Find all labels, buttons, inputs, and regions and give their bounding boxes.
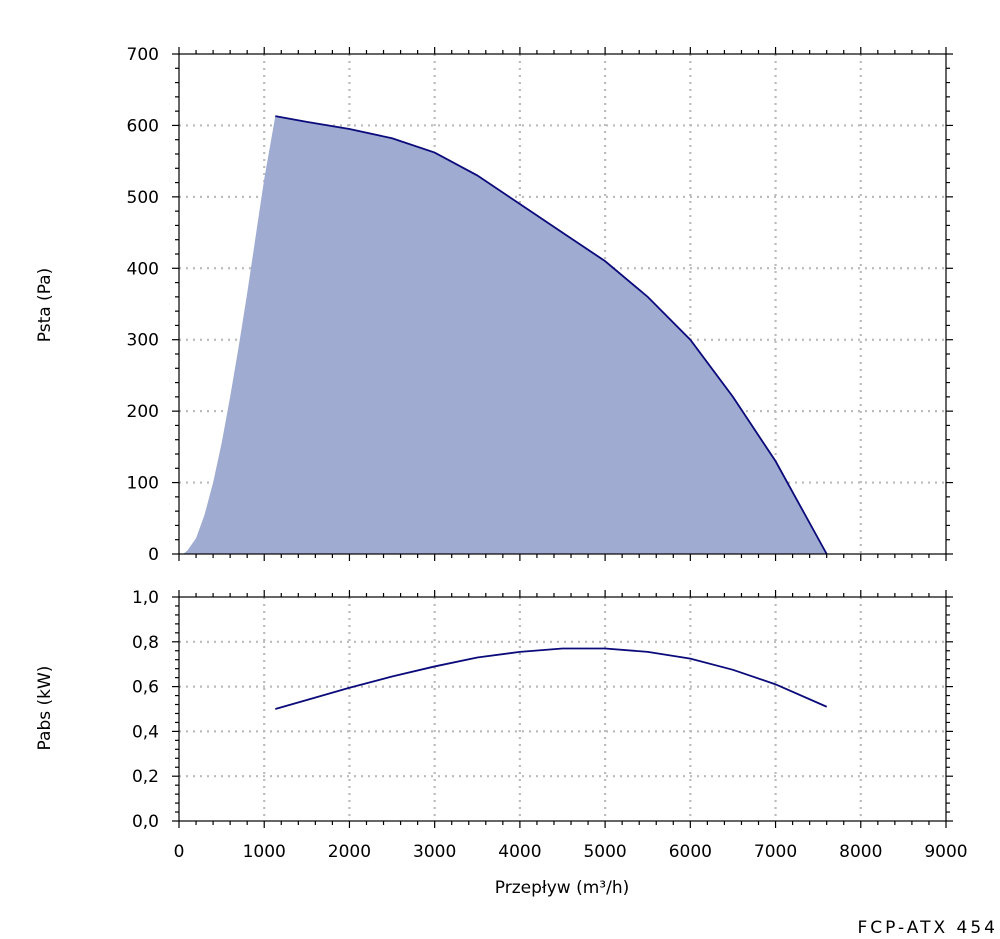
power-ytick-label: 0,8 (132, 633, 159, 653)
power-xtick-label: 1000 (243, 842, 286, 862)
pressure-ytick-label: 400 (127, 259, 159, 279)
power-ytick-label: 1,0 (132, 588, 159, 608)
power-xtick-label: 6000 (669, 842, 712, 862)
power-ytick-label: 0,4 (132, 722, 159, 742)
power-xtick-label: 7000 (754, 842, 797, 862)
power-curve-0 (275, 647, 828, 710)
power-xtick-label: 9000 (924, 842, 967, 862)
pressure-area-fill (183, 116, 827, 555)
power-chart: 0,0 0,2 0,4 0,6 0,8 1,0 0 1000 2000 3000 4000 5000 6… (132, 588, 968, 862)
pressure-ytick-label: 0 (148, 545, 159, 565)
power-xtick-label: 8000 (839, 842, 882, 862)
pressure-ytick-label: 100 (127, 474, 159, 494)
pressure-axis-title: Psta (Pa) (35, 268, 55, 342)
pressure-chart: 0 100 200 300 400 500 600 700 (127, 45, 953, 565)
model-label: FCP-ATX 454 (858, 918, 998, 938)
pressure-ytick-label: 300 (127, 331, 159, 351)
power-xtick-label: 4000 (498, 842, 541, 862)
power-ytick-label: 0,6 (132, 678, 159, 698)
pressure-curve-0 (275, 115, 828, 555)
pressure-frame (178, 53, 947, 555)
x-axis-title: Przepływ (m³/h) (495, 878, 629, 898)
power-ytick-label: 0,0 (132, 812, 159, 832)
power-axis-title: Pabs (kW) (35, 666, 55, 751)
pressure-ytick-label: 700 (127, 45, 159, 65)
pressure-ytick-label: 200 (127, 402, 159, 422)
pressure-ytick-label: 600 (127, 116, 159, 136)
power-frame (178, 596, 947, 822)
power-xtick-label: 3000 (413, 842, 456, 862)
power-xtick-label: 5000 (583, 842, 626, 862)
power-ytick-label: 0,2 (132, 767, 159, 787)
pressure-ytick-label: 500 (127, 188, 159, 208)
power-xtick-label: 0 (174, 842, 185, 862)
power-xtick-label: 2000 (328, 842, 371, 862)
